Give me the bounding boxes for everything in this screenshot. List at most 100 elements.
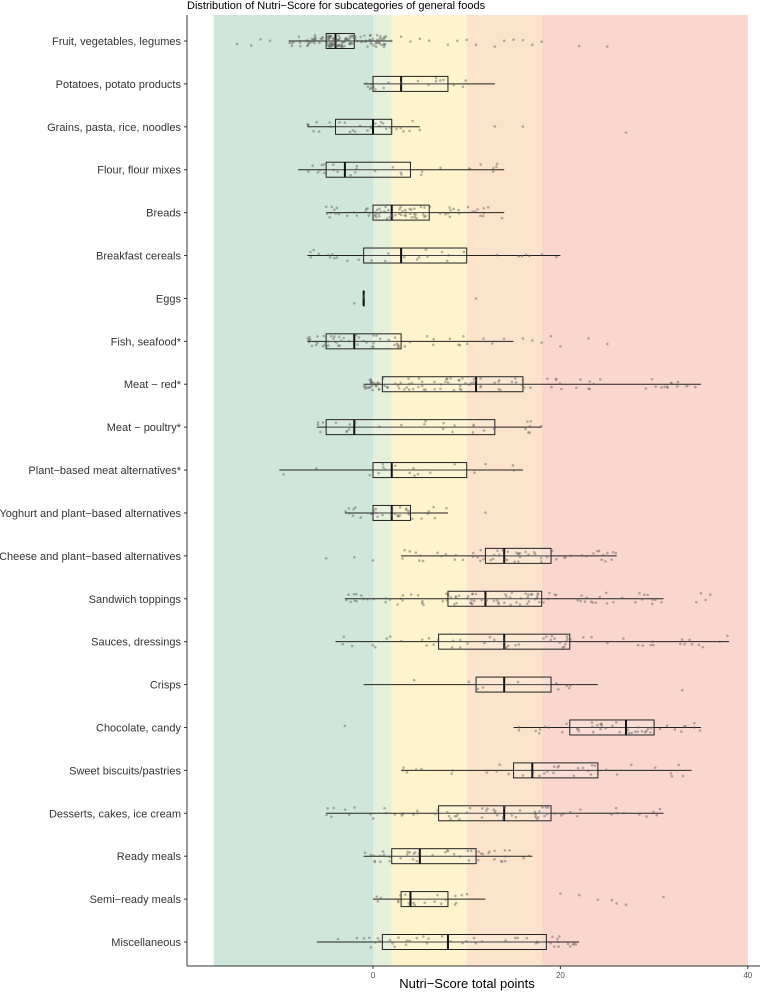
- data-point: [486, 205, 490, 209]
- data-point: [606, 641, 609, 645]
- data-point: [379, 210, 383, 214]
- data-point: [399, 171, 403, 174]
- category-row: Cheese and plant−based alternatives: [0, 547, 618, 564]
- data-point: [366, 85, 370, 89]
- data-point: [589, 600, 593, 604]
- data-point: [552, 771, 555, 775]
- data-point: [366, 129, 369, 132]
- data-point: [351, 514, 355, 517]
- data-point: [458, 384, 462, 388]
- data-point: [468, 167, 472, 171]
- data-point: [399, 205, 402, 209]
- data-point: [383, 259, 387, 263]
- box-iqr: [325, 161, 411, 178]
- data-point: [479, 548, 482, 552]
- category-row: Ready meals: [117, 848, 533, 865]
- data-point: [555, 255, 558, 259]
- data-point: [678, 642, 682, 646]
- data-point: [489, 558, 493, 562]
- data-point: [319, 37, 323, 40]
- data-point: [457, 343, 460, 347]
- data-point: [376, 937, 380, 940]
- data-point: [620, 596, 624, 600]
- data-point: [596, 723, 599, 727]
- data-point: [682, 725, 686, 729]
- data-point: [375, 384, 378, 388]
- data-point: [446, 849, 450, 853]
- data-point: [364, 210, 367, 213]
- data-point: [575, 815, 579, 818]
- data-point: [536, 593, 540, 596]
- data-point: [496, 549, 499, 552]
- data-point: [454, 553, 458, 557]
- data-point: [369, 380, 373, 383]
- data-point: [451, 639, 455, 643]
- data-point: [288, 41, 291, 45]
- data-point: [325, 212, 329, 216]
- data-point: [331, 42, 334, 45]
- data-point: [423, 423, 426, 426]
- data-point: [420, 638, 424, 641]
- data-point: [331, 253, 334, 256]
- data-point: [375, 41, 378, 44]
- data-point: [488, 635, 492, 639]
- data-point: [367, 936, 371, 940]
- data-point: [439, 383, 443, 386]
- data-point: [307, 39, 310, 43]
- data-point: [396, 345, 400, 349]
- data-point: [484, 462, 487, 466]
- data-point: [372, 44, 376, 47]
- data-point: [344, 37, 347, 41]
- data-point: [527, 431, 530, 434]
- data-point: [517, 728, 521, 732]
- data-point: [615, 721, 618, 724]
- data-point: [328, 215, 331, 219]
- box-iqr: [513, 762, 599, 779]
- data-point: [341, 642, 345, 646]
- category-row: Sweet biscuits/pastries: [69, 762, 692, 779]
- data-point: [311, 164, 314, 167]
- data-point: [381, 377, 385, 380]
- data-point: [384, 597, 388, 600]
- data-point: [534, 941, 538, 945]
- data-point: [368, 386, 371, 389]
- data-point: [604, 726, 608, 730]
- data-point: [307, 170, 310, 173]
- data-point: [546, 597, 550, 601]
- box-iqr: [363, 247, 468, 264]
- data-point: [328, 36, 331, 39]
- data-point: [421, 600, 424, 603]
- data-point: [474, 379, 478, 383]
- data-point: [383, 35, 386, 39]
- data-point: [448, 337, 452, 341]
- data-point: [372, 342, 375, 345]
- data-point: [408, 513, 411, 516]
- data-point: [327, 34, 330, 37]
- data-point: [407, 902, 411, 905]
- box-iqr: [325, 419, 496, 436]
- outlier-point: [530, 43, 534, 47]
- data-point: [375, 33, 379, 37]
- data-point: [472, 377, 476, 381]
- x-tick-label: 0: [371, 971, 376, 980]
- data-point: [343, 39, 347, 42]
- data-point: [364, 40, 368, 43]
- data-point: [374, 507, 378, 511]
- data-point: [465, 597, 469, 600]
- data-point: [485, 809, 488, 812]
- data-point: [448, 215, 452, 219]
- data-point: [611, 550, 615, 554]
- data-point: [376, 381, 379, 385]
- data-point: [642, 593, 646, 596]
- data-point: [650, 377, 654, 381]
- data-point: [513, 936, 517, 940]
- data-point: [331, 37, 335, 41]
- data-point: [314, 37, 317, 40]
- data-point: [335, 38, 339, 42]
- data-point: [466, 594, 470, 598]
- category-label: Sweet biscuits/pastries: [69, 765, 181, 777]
- data-point: [390, 214, 394, 217]
- data-point: [305, 39, 309, 42]
- data-point: [660, 386, 663, 389]
- data-point: [524, 592, 528, 595]
